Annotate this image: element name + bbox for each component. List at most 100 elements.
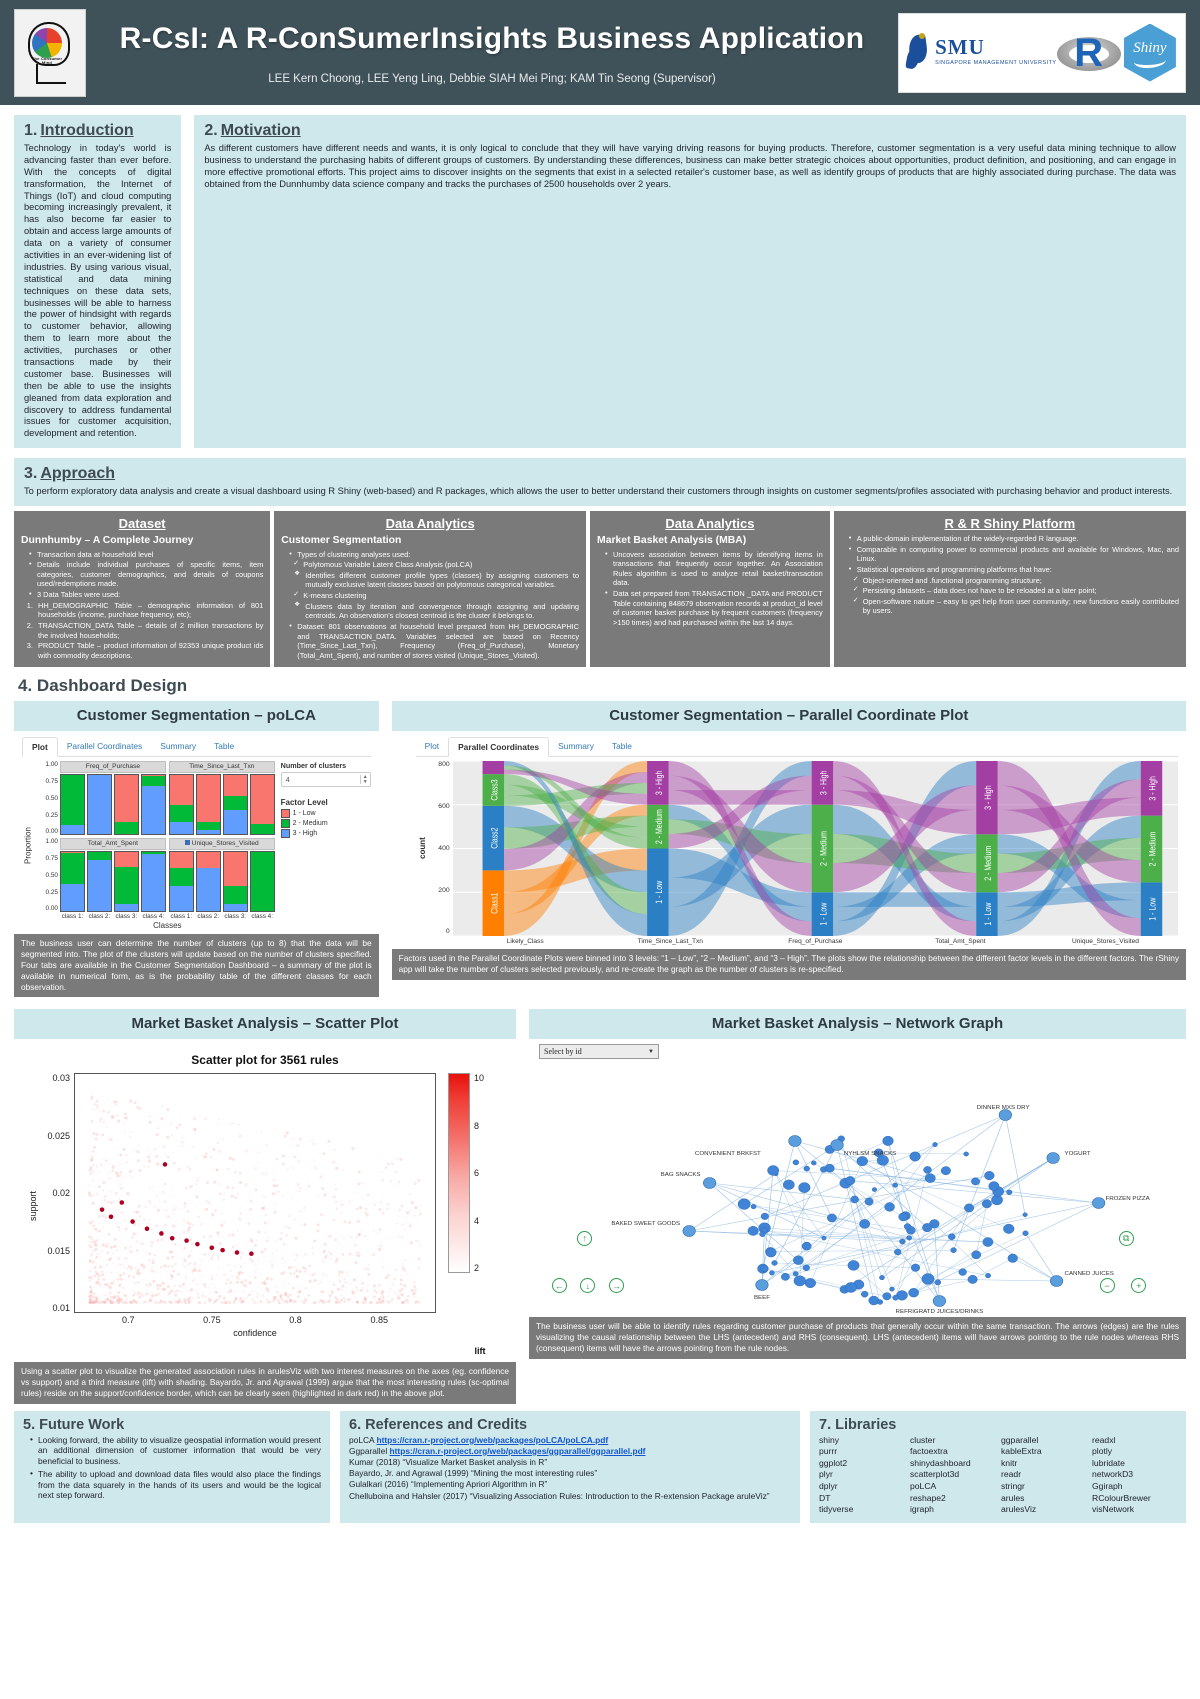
tab-table[interactable]: Table [611,741,632,752]
network-control-button-2[interactable]: ↓ [580,1278,596,1294]
network-rule-node[interactable] [981,1199,992,1209]
network-rule-node[interactable] [760,1213,769,1221]
network-rule-node[interactable] [793,1255,804,1266]
network-control-button-5[interactable]: − [1099,1278,1115,1294]
network-rule-node[interactable] [964,1203,975,1213]
network-rule-node[interactable] [1006,1189,1013,1196]
network-rule-node[interactable] [879,1275,885,1281]
network-rule-node[interactable] [985,1273,991,1279]
network-rule-node[interactable] [923,1166,932,1174]
network-rule-node[interactable] [737,1198,751,1211]
network-rule-node[interactable] [876,1155,889,1166]
network-item-node[interactable] [682,1225,696,1238]
network-rule-node[interactable] [988,1181,1000,1192]
network-rule-node[interactable] [963,1151,969,1157]
network-rule-node[interactable] [892,1295,899,1301]
network-rule-node[interactable] [783,1179,795,1191]
network-rule-node[interactable] [801,1242,812,1251]
network-rule-node[interactable] [921,1273,935,1285]
network-rule-node[interactable] [922,1223,933,1233]
network-rule-node[interactable] [811,1160,817,1166]
tab-table[interactable]: Table [214,741,235,752]
network-rule-node[interactable] [859,1219,871,1229]
network-rule-node[interactable] [1022,1212,1028,1218]
network-control-button-1[interactable]: ← [551,1278,567,1294]
network-item-node[interactable] [788,1135,802,1148]
network-item-node[interactable] [1092,1197,1106,1210]
network-rule-node[interactable] [844,1282,857,1294]
network-rule-node[interactable] [1022,1230,1029,1237]
network-rule-node[interactable] [948,1233,956,1241]
reference-link[interactable]: https://cran.r-project.org/web/packages/… [376,1434,609,1445]
network-rule-node[interactable] [940,1166,951,1176]
network-rule-node[interactable] [864,1198,874,1206]
network-rule-node[interactable] [892,1182,898,1188]
network-rule-node[interactable] [982,1237,994,1248]
network-rule-node[interactable] [747,1226,759,1237]
network-rule-node[interactable] [847,1260,860,1271]
network-rule-node[interactable] [910,1264,921,1273]
network-rule-node[interactable] [924,1173,936,1184]
network-rule-node[interactable] [884,1202,895,1212]
network-rule-node[interactable] [894,1249,902,1256]
reference-link[interactable]: https://cran.r-project.org/web/packages/… [389,1445,646,1456]
network-rule-node[interactable] [971,1250,982,1260]
network-rule-node[interactable] [850,1196,859,1204]
network-rule-node[interactable] [798,1182,811,1194]
tab-parallel-coordinates[interactable]: Parallel Coordinates [66,741,143,752]
network-rule-node[interactable] [821,1236,827,1241]
network-rule-node[interactable] [769,1270,775,1276]
network-graph-canvas[interactable]: CONVENIENT BRKFST NYHLSM SNACKS DINNER MXS… [539,1063,1176,1315]
network-item-node[interactable] [1046,1152,1060,1165]
network-rule-node[interactable] [909,1151,921,1162]
network-rule-node[interactable] [1003,1224,1015,1235]
network-item-node[interactable] [932,1295,946,1308]
network-rule-node[interactable] [1007,1254,1018,1264]
network-rule-node[interactable] [950,1247,957,1254]
tab-parallel-coordinates[interactable]: Parallel Coordinates [448,737,550,758]
network-rule-node[interactable] [760,1265,769,1273]
number-of-clusters-stepper[interactable]: 4 ▲ ▼ [280,772,371,788]
network-rule-node[interactable] [873,1148,884,1158]
network-rule-node[interactable] [903,1223,912,1231]
network-rule-node[interactable] [802,1264,810,1272]
network-rule-node[interactable] [967,1275,978,1285]
network-rule-node[interactable] [934,1279,942,1286]
network-rule-node[interactable] [958,1268,967,1277]
network-item-node[interactable] [998,1109,1012,1122]
network-rule-node[interactable] [856,1156,868,1167]
network-control-button-0[interactable]: ↑ [577,1230,593,1246]
network-rule-node[interactable] [793,1275,806,1287]
network-rule-node[interactable] [908,1288,919,1298]
network-rule-node[interactable] [771,1260,778,1267]
network-item-node[interactable] [1050,1275,1064,1288]
network-rule-node[interactable] [899,1239,906,1245]
network-rule-node[interactable] [898,1212,909,1222]
network-rule-node[interactable] [759,1231,766,1238]
network-rule-node[interactable] [932,1142,938,1148]
network-rule-node[interactable] [871,1187,878,1193]
network-rule-node[interactable] [868,1296,880,1306]
network-rule-node[interactable] [827,1213,837,1223]
network-item-node[interactable] [703,1177,717,1190]
network-control-button-3[interactable]: → [609,1278,625,1294]
network-rule-node[interactable] [804,1278,816,1289]
network-rule-node[interactable] [765,1248,777,1258]
network-rule-node[interactable] [824,1164,835,1173]
network-rule-node[interactable] [906,1235,913,1241]
network-rule-node[interactable] [971,1177,980,1186]
tab-summary[interactable]: Summary [160,741,197,752]
network-rule-node[interactable] [845,1176,856,1186]
network-rule-node[interactable] [767,1165,780,1176]
network-rule-node[interactable] [792,1271,799,1277]
network-rule-node[interactable] [991,1195,1003,1206]
stepper-arrows-icon[interactable]: ▲ ▼ [359,775,370,785]
network-rule-node[interactable] [882,1292,892,1301]
network-rule-node[interactable] [792,1159,800,1166]
network-rule-node[interactable] [889,1287,895,1292]
tab-summary[interactable]: Summary [558,741,594,752]
network-rule-node[interactable] [882,1136,894,1147]
network-item-node[interactable] [830,1139,844,1152]
network-rule-node[interactable] [861,1291,869,1298]
network-rule-node[interactable] [781,1273,790,1282]
